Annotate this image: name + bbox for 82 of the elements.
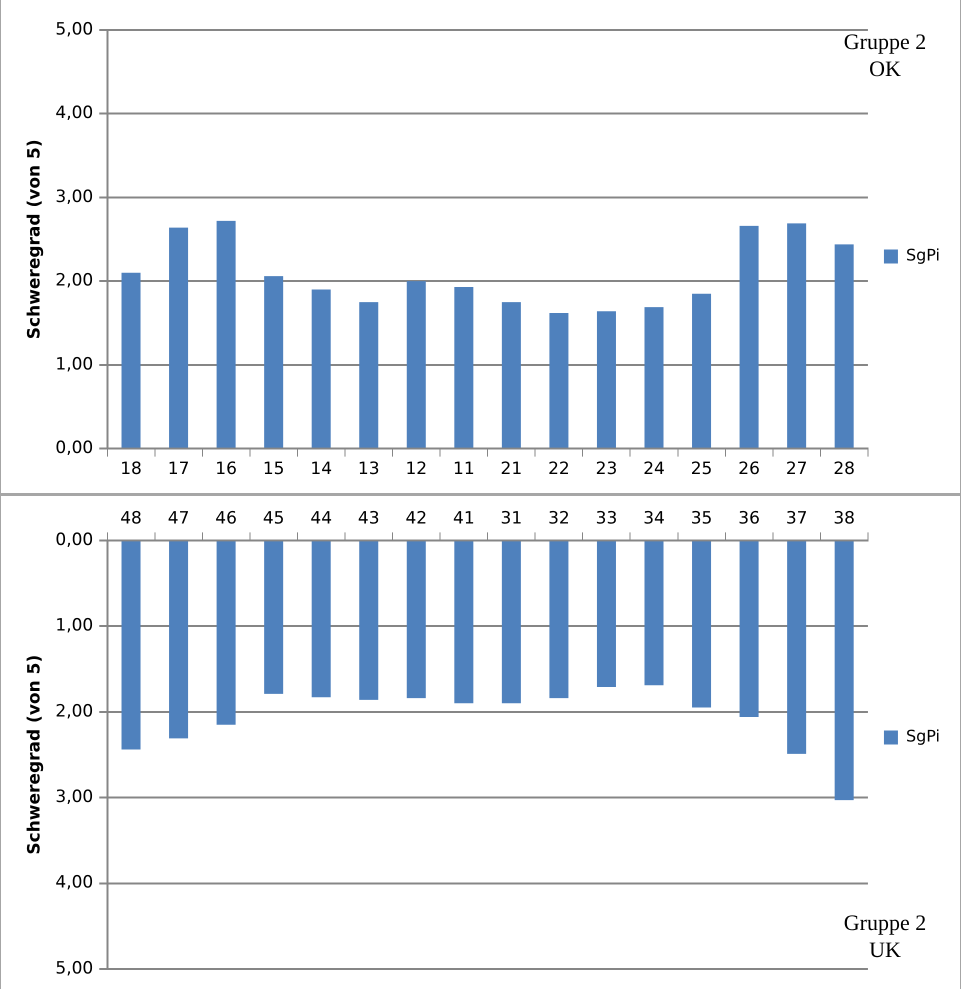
y-tick-label: 2,00: [55, 270, 94, 291]
y-axis-title: Schweregrad (von 5): [24, 654, 45, 855]
y-tick-label: 1,00: [55, 354, 94, 374]
bar: [740, 226, 759, 448]
bar: [596, 541, 616, 687]
x-tick-label: 15: [262, 459, 284, 480]
bar: [549, 541, 568, 698]
y-tick-label: 3,00: [55, 186, 94, 207]
x-tick-label: 42: [405, 508, 428, 529]
bar: [359, 302, 378, 448]
legend-label: SgPi: [906, 726, 940, 746]
y-tick-label: 2,00: [55, 701, 94, 722]
bar: [264, 541, 284, 694]
bar: [216, 541, 236, 725]
x-tick-label: 11: [453, 459, 475, 480]
y-tick-label: 3,00: [55, 786, 94, 807]
annotation: Gruppe 2 OK: [844, 28, 926, 81]
x-tick-label: 33: [596, 508, 618, 529]
bar: [834, 541, 854, 800]
x-tick-label: 14: [310, 459, 332, 480]
bar: [644, 541, 664, 686]
bar: [834, 244, 854, 448]
bar: [596, 311, 616, 448]
x-tick-label: 25: [690, 459, 712, 480]
y-tick-label: 4,00: [55, 103, 94, 124]
x-tick-label: 17: [168, 459, 190, 480]
y-tick-label: 0,00: [55, 530, 94, 550]
x-tick-label: 37: [786, 508, 808, 529]
x-tick-label: 28: [833, 459, 855, 480]
bar: [312, 541, 331, 698]
bar: [169, 541, 188, 738]
bar: [264, 276, 284, 448]
bar: [787, 223, 806, 448]
x-tick-label: 36: [738, 508, 760, 529]
annotation: Gruppe 2 UK: [844, 910, 926, 962]
x-tick-label: 31: [500, 508, 522, 529]
x-tick-label: 18: [120, 459, 142, 480]
x-tick-label: 41: [453, 508, 475, 529]
x-tick-label: 23: [596, 459, 618, 480]
x-tick-label: 34: [643, 508, 665, 529]
x-tick-label: 32: [548, 508, 570, 529]
y-tick-label: 5,00: [55, 19, 94, 40]
x-tick-label: 47: [168, 508, 190, 529]
bar: [502, 541, 521, 704]
bar: [216, 220, 236, 448]
x-tick-label: 22: [548, 459, 570, 480]
bar: [692, 294, 712, 448]
bar: [122, 541, 141, 750]
bar: [644, 307, 664, 448]
bar: [406, 281, 426, 448]
bar: [359, 541, 378, 700]
bar: [312, 290, 331, 448]
x-tick-label: 27: [786, 459, 808, 480]
legend-label: SgPi: [906, 246, 940, 265]
y-tick-label: 5,00: [55, 958, 94, 978]
x-tick-label: 26: [738, 459, 760, 480]
x-tick-label: 38: [833, 508, 855, 529]
bar: [502, 302, 521, 448]
bar: [549, 312, 568, 448]
y-tick-label: 1,00: [55, 616, 94, 636]
y-axis-title: Schweregrad (von 5): [24, 139, 45, 340]
bar: [692, 541, 712, 708]
x-tick-label: 13: [358, 459, 380, 480]
x-tick-label: 21: [500, 459, 522, 480]
x-tick-label: 43: [358, 508, 380, 529]
bar: [122, 272, 141, 448]
x-tick-label: 16: [215, 459, 237, 480]
x-tick-label: 24: [643, 459, 665, 480]
bar: [787, 541, 806, 754]
bar: [454, 287, 474, 448]
x-tick-label: 45: [262, 508, 284, 529]
x-tick-label: 48: [120, 508, 142, 529]
x-tick-label: 44: [310, 508, 332, 529]
bar: [454, 541, 474, 704]
bar: [740, 541, 759, 717]
x-tick-label: 35: [690, 508, 712, 529]
x-tick-label: 46: [215, 508, 237, 529]
bar: [406, 541, 426, 698]
y-tick-label: 4,00: [55, 872, 94, 893]
y-tick-label: 0,00: [55, 438, 94, 458]
bar: [169, 228, 188, 448]
x-tick-label: 12: [405, 459, 428, 480]
